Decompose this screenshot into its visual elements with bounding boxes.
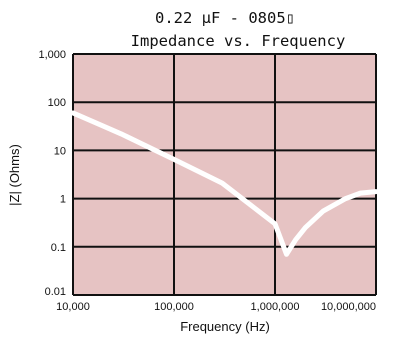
y-tick-label: 10 <box>54 145 66 157</box>
x-axis-label: Frequency (Hz) <box>180 319 270 334</box>
y-axis-label: |Z| (Ohms) <box>7 144 22 206</box>
y-axis-ticks: 0.01 0.1 1 10 100 1,000 <box>38 49 66 298</box>
y-tick-label: 1,000 <box>38 49 66 61</box>
impedance-series-line <box>70 110 379 257</box>
y-tick-label: 100 <box>48 97 66 109</box>
series-layer <box>70 110 379 257</box>
plot-area <box>73 54 376 295</box>
x-tick-label: 10,000 <box>56 301 90 313</box>
y-tick-label: 0.01 <box>45 286 66 298</box>
chart-title: 0.22 µF - 0805▯ <box>155 9 295 27</box>
y-tick-label: 1 <box>60 194 66 206</box>
x-tick-label: 10,000,000 <box>321 301 376 313</box>
chart-subtitle: Impedance vs. Frequency <box>131 32 346 50</box>
grid-lines <box>72 53 377 296</box>
x-tick-label: 100,000 <box>154 301 194 313</box>
x-axis-ticks: 10,000 100,000 1,000,000 10,000,000 <box>56 301 376 313</box>
x-tick-label: 1,000,000 <box>251 301 300 313</box>
y-tick-label: 0.1 <box>51 242 66 254</box>
